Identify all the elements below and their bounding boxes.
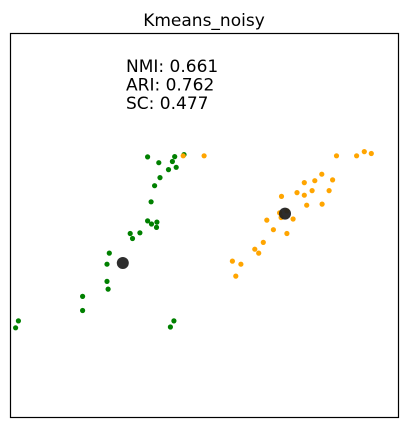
data-point [361, 149, 367, 155]
metric-label: NMI: 0.661 [126, 57, 218, 77]
data-point [201, 153, 207, 159]
cluster-series [13, 152, 187, 331]
data-point [368, 150, 374, 157]
data-point [180, 153, 186, 159]
chart-title: Kmeans_noisy [143, 11, 265, 31]
data-point [129, 235, 136, 242]
data-point [333, 153, 340, 159]
data-point [169, 158, 175, 165]
data-point [319, 201, 325, 207]
data-point [171, 318, 177, 324]
data-point [15, 318, 21, 324]
data-point [278, 193, 285, 199]
data-point [260, 239, 266, 245]
data-point [148, 221, 155, 227]
data-point [104, 278, 110, 284]
data-point [127, 230, 133, 237]
data-point [301, 180, 307, 186]
data-point [106, 250, 112, 256]
data-point [330, 177, 336, 183]
data-point [167, 324, 173, 330]
metric-label: SC: 0.477 [126, 94, 208, 114]
data-point [137, 230, 143, 236]
centroid-marker [116, 257, 129, 269]
data-point [252, 246, 258, 252]
data-point [301, 192, 307, 198]
data-point [172, 154, 178, 160]
cluster-series [180, 149, 374, 279]
data-point [173, 164, 179, 170]
data-point [80, 293, 86, 299]
data-point [284, 230, 290, 237]
data-point [229, 258, 235, 264]
data-point [105, 286, 111, 292]
data-point [312, 178, 318, 184]
data-point [264, 217, 270, 223]
data-point [270, 227, 276, 233]
data-point [148, 199, 154, 205]
data-point [13, 325, 19, 331]
data-point [154, 219, 160, 225]
data-series [13, 149, 374, 331]
data-point [233, 273, 239, 279]
plot-area-frame [9, 32, 400, 419]
data-point [145, 218, 151, 224]
data-point [304, 202, 310, 208]
data-point [104, 261, 110, 267]
data-point [157, 175, 163, 181]
data-point [156, 160, 162, 166]
centroid-marker [279, 207, 291, 220]
data-point [326, 188, 332, 194]
data-point [290, 216, 296, 222]
data-point [238, 261, 244, 267]
metric-label: ARI: 0.762 [126, 76, 214, 96]
data-point [153, 224, 160, 230]
data-point [294, 190, 300, 196]
data-point [256, 250, 262, 256]
cluster-centroids [116, 207, 291, 269]
data-point [165, 167, 172, 173]
data-point [309, 188, 315, 194]
data-point [319, 171, 325, 177]
data-point [145, 154, 151, 160]
data-point [354, 153, 360, 159]
data-point [152, 183, 158, 189]
data-point [80, 307, 86, 314]
